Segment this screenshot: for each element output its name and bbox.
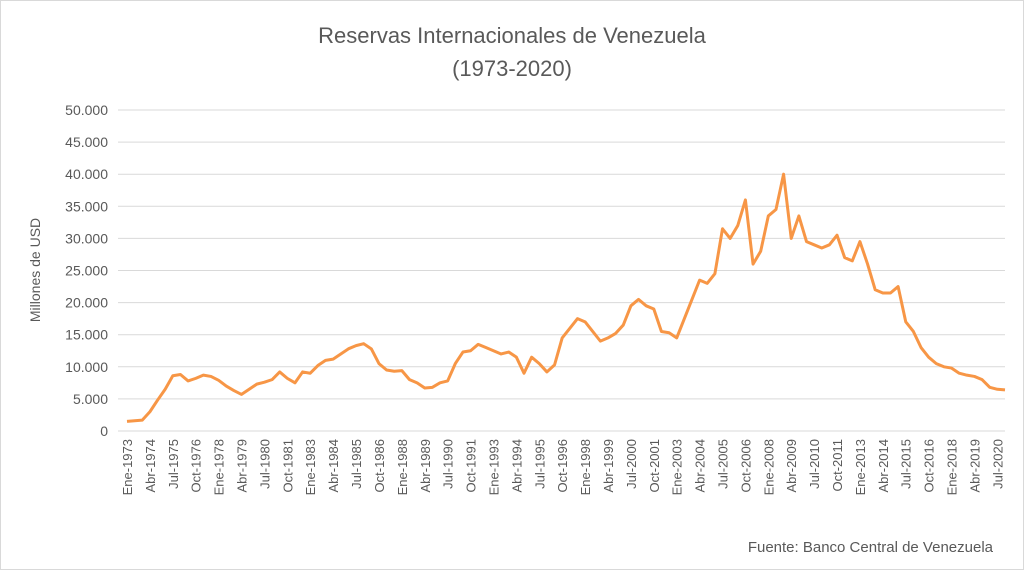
x-tick-label: Oct-2006 bbox=[738, 439, 753, 492]
x-tick-label: Ene-1973 bbox=[120, 439, 135, 495]
x-tick-label: Oct-1991 bbox=[464, 439, 479, 492]
y-tick-label: 5.000 bbox=[73, 391, 108, 407]
y-tick-label: 15.000 bbox=[65, 327, 108, 343]
x-tick-label: Jul-2005 bbox=[716, 439, 731, 489]
x-tick-label: Ene-1993 bbox=[486, 439, 501, 495]
x-tick-label: Oct-1981 bbox=[280, 439, 295, 492]
y-axis-label: Millones de USD bbox=[27, 218, 43, 322]
y-tick-label: 45.000 bbox=[65, 134, 108, 150]
x-tick-label: Oct-2001 bbox=[647, 439, 662, 492]
y-tick-label: 0 bbox=[100, 423, 108, 439]
x-tick-label: Jul-2010 bbox=[807, 439, 822, 489]
x-tick-label: Ene-2003 bbox=[670, 439, 685, 495]
x-tick-label: Abr-2014 bbox=[876, 439, 891, 492]
y-tick-label: 35.000 bbox=[65, 198, 108, 214]
x-tick-label: Oct-1986 bbox=[372, 439, 387, 492]
x-tick-label: Abr-1974 bbox=[143, 439, 158, 492]
x-tick-label: Oct-2011 bbox=[830, 439, 845, 492]
x-tick-label: Abr-1989 bbox=[418, 439, 433, 492]
y-tick-label: 40.000 bbox=[65, 166, 108, 182]
chart-subtitle: (1973-2020) bbox=[452, 56, 572, 81]
x-tick-label: Ene-2013 bbox=[853, 439, 868, 495]
x-tick-label: Ene-2008 bbox=[761, 439, 776, 495]
y-tick-label: 10.000 bbox=[65, 359, 108, 375]
x-tick-label: Ene-1998 bbox=[578, 439, 593, 495]
x-tick-label: Abr-1984 bbox=[326, 439, 341, 492]
x-tick-label: Jul-1995 bbox=[532, 439, 547, 489]
x-tick-label: Jul-2020 bbox=[990, 439, 1005, 489]
source-note: Fuente: Banco Central de Venezuela bbox=[748, 539, 994, 556]
x-tick-label: Abr-2019 bbox=[967, 439, 982, 492]
x-tick-label: Ene-1978 bbox=[212, 439, 227, 495]
chart-title: Reservas Internacionales de Venezuela bbox=[318, 23, 706, 48]
x-tick-label: Jul-1975 bbox=[166, 439, 181, 489]
x-tick-label: Jul-1980 bbox=[257, 439, 272, 489]
x-tick-label: Abr-2004 bbox=[693, 439, 708, 492]
x-tick-label: Jul-2015 bbox=[899, 439, 914, 489]
x-tick-label: Ene-2018 bbox=[945, 439, 960, 495]
series-line bbox=[126, 172, 1006, 423]
x-tick-label: Ene-1983 bbox=[303, 439, 318, 495]
x-tick-label: Abr-1979 bbox=[235, 439, 250, 492]
x-tick-label: Abr-2009 bbox=[784, 439, 799, 492]
x-tick-label: Abr-1994 bbox=[509, 439, 524, 492]
x-tick-label: Ene-1988 bbox=[395, 439, 410, 495]
y-tick-label: 50.000 bbox=[65, 102, 108, 118]
x-tick-label: Abr-1999 bbox=[601, 439, 616, 492]
x-tick-label: Oct-1996 bbox=[555, 439, 570, 492]
y-tick-label: 25.000 bbox=[65, 263, 108, 279]
x-tick-label: Jul-1990 bbox=[441, 439, 456, 489]
x-tick-label: Oct-2016 bbox=[922, 439, 937, 492]
y-tick-label: 20.000 bbox=[65, 295, 108, 311]
y-tick-label: 30.000 bbox=[65, 230, 108, 246]
x-tick-label: Jul-1985 bbox=[349, 439, 364, 489]
x-tick-label: Jul-2000 bbox=[624, 439, 639, 489]
x-tick-label: Oct-1976 bbox=[189, 439, 204, 492]
